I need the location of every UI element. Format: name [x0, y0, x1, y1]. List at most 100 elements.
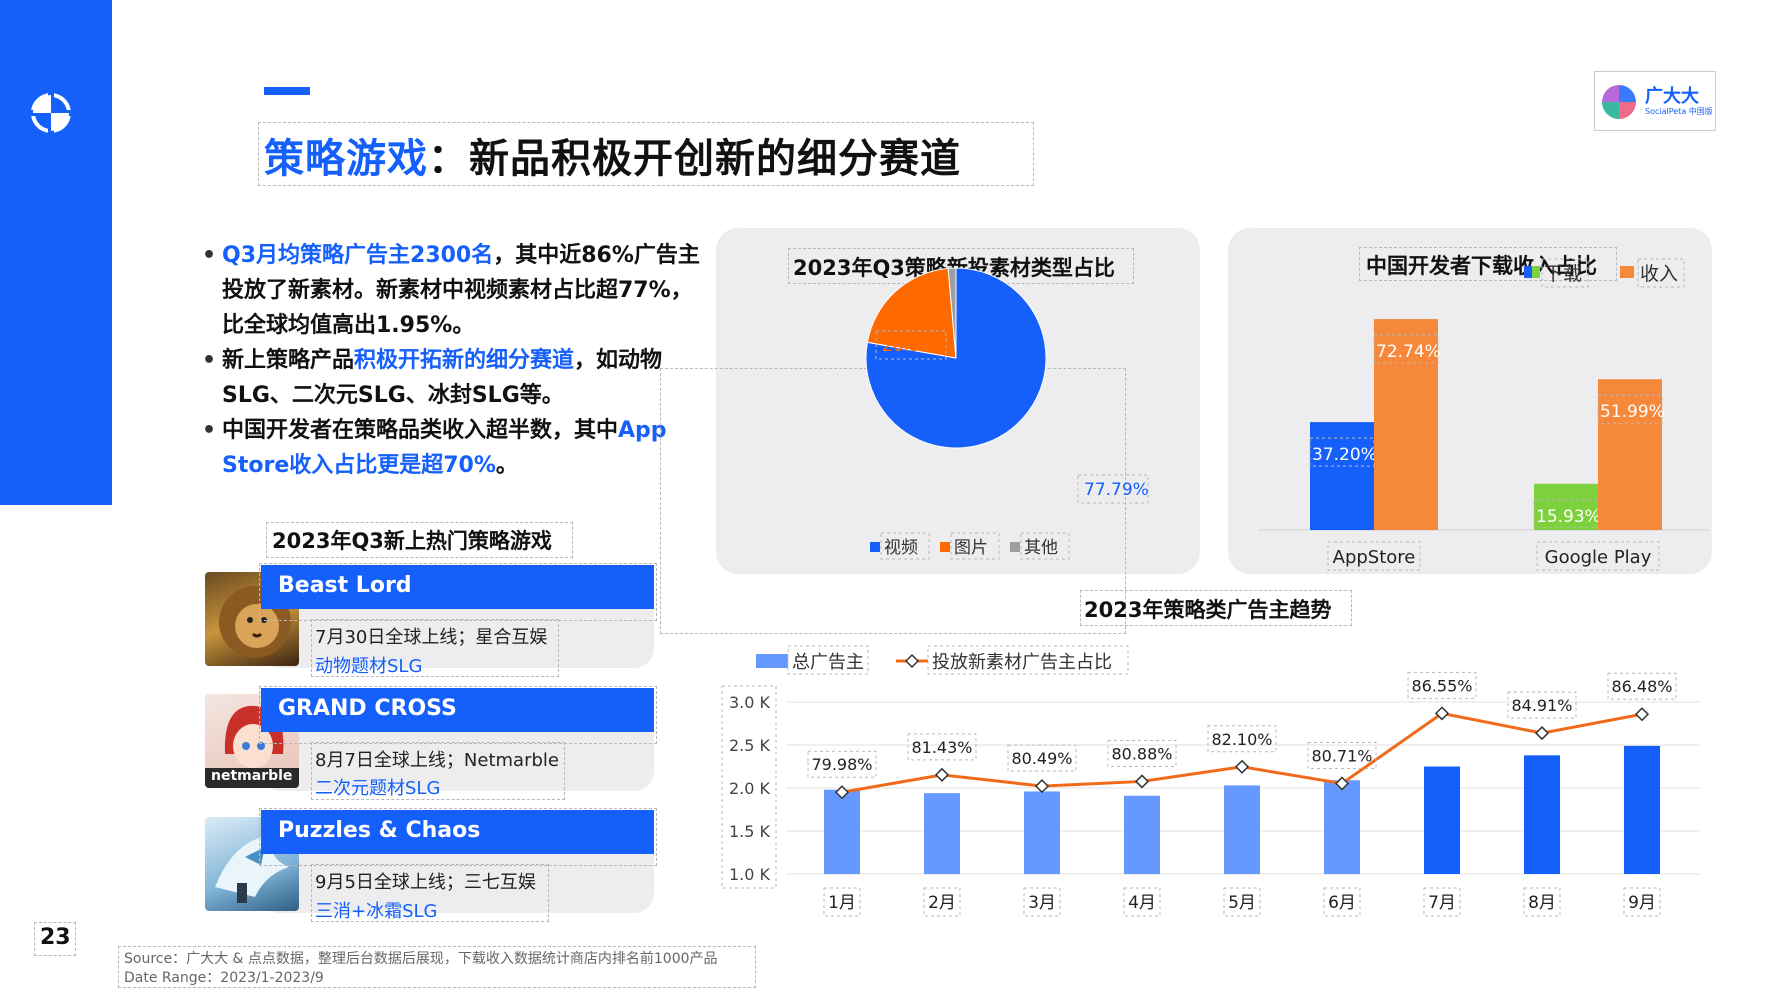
legend-swatch	[940, 542, 950, 552]
line-data-label: 80.71%	[1311, 746, 1372, 765]
source-line: Source：广大大 & 点点数据，整理后台数据后展现，下载收入数据统计商店内排…	[124, 951, 718, 967]
title-accent-dash	[264, 87, 310, 95]
line-data-label: 81.43%	[911, 738, 972, 757]
game-name: GRAND CROSS	[278, 696, 457, 721]
trend-chart-title: 2023年策略类广告主趋势	[1084, 598, 1332, 622]
page-number: 23	[40, 925, 71, 950]
game-launch-info: 9月5日全球上线；三七互娱	[315, 872, 536, 893]
data-label-frame	[807, 750, 877, 778]
data-label-frame	[907, 733, 977, 761]
page-title: 策略游戏：新品积极开创新的细分赛道	[264, 136, 961, 182]
legend-swatch	[1010, 542, 1020, 552]
data-label-frame	[1107, 739, 1177, 767]
trend-chart: 3.0 K 2.5 K 2.0 K 1.5 K 1.0 K 1月 2月 3月 4月 5月 6月 7月 8…	[721, 645, 1700, 917]
game-title-bar	[261, 810, 654, 854]
pie-slice	[866, 267, 957, 359]
bar	[1024, 791, 1060, 874]
bar	[1310, 422, 1374, 530]
x-tick-frame	[1423, 887, 1461, 917]
game-genre-tag: 三消+冰霜SLG	[315, 901, 438, 922]
x-tick-label: 7月	[1428, 893, 1456, 913]
x-tick-label: 4月	[1128, 893, 1156, 913]
x-tick-label: 8月	[1528, 893, 1556, 913]
legend-label: 总广告主	[792, 652, 864, 673]
bar	[1534, 483, 1598, 530]
x-tick-frame	[923, 887, 961, 917]
data-label-frame	[1307, 741, 1377, 769]
x-tick-label: 9月	[1628, 893, 1656, 913]
x-tick-frame	[1023, 887, 1061, 917]
pie-data-label: 77.79%	[1084, 480, 1149, 500]
x-tick-frame	[1323, 887, 1361, 917]
x-tick-frame	[1523, 887, 1561, 917]
publisher-watermark: netmarble	[211, 768, 293, 784]
line-data-label: 80.88%	[1111, 744, 1172, 763]
line-marker	[1134, 774, 1150, 789]
source-note: Source：广大大 & 点点数据，整理后台数据后展现，下载收入数据统计商店内排…	[124, 950, 718, 988]
pie-slice	[947, 267, 957, 359]
dev-share-chart: 37.20% 72.74% AppStore 15.93% 51.99% Google P…	[1258, 258, 1710, 571]
date-range-line: Date Range：2023/1-2023/9	[124, 970, 324, 986]
y-tick-label: 2.0 K	[729, 779, 771, 798]
x-tick-label: 2月	[928, 893, 956, 913]
key-points: • Q3月均策略广告主2300名，其中近86%广告主投放了新素材。新素材中视频素材…	[202, 238, 712, 483]
bullet-point: • 新上策略产品积极开拓新的细分赛道，如动物SLG、二次元SLG、冰封SLG等。	[202, 343, 712, 413]
bar-data-label: 37.20%	[1312, 445, 1377, 465]
brand-subtitle: SocialPeta 中国版	[1645, 107, 1713, 116]
line-marker	[834, 785, 850, 800]
bar	[1374, 319, 1438, 530]
game-genre-tag: 二次元题材SLG	[315, 778, 441, 799]
line-marker	[1434, 706, 1450, 721]
bullet-point: • 中国开发者在策略品类收入超半数，其中App Store收入占比更是超70%。	[202, 413, 712, 483]
pie-data-label: 20.82%	[882, 336, 947, 356]
x-tick-label: 5月	[1228, 893, 1256, 913]
game-title-bar	[261, 688, 654, 732]
trend-title-frame	[1080, 590, 1352, 626]
category-label: Google Play	[1545, 547, 1652, 568]
game-title-frame	[259, 563, 657, 621]
x-tick-label: 1月	[828, 893, 856, 913]
bar	[1224, 785, 1260, 874]
x-tick-label: 3月	[1028, 893, 1056, 913]
bar	[924, 793, 960, 874]
legend-frame	[950, 532, 1000, 560]
game-title-frame	[259, 686, 657, 744]
bullet-dot: •	[202, 348, 217, 373]
lion-icon	[205, 572, 299, 666]
legend-label: 投放新素材广告主占比	[932, 652, 1112, 673]
line-data-label: 86.55%	[1411, 676, 1472, 695]
y-axis-frame	[721, 685, 777, 889]
bar-data-label: 15.93%	[1536, 507, 1601, 527]
legend-label: 收入	[1640, 263, 1678, 285]
line-data-label: 82.10%	[1211, 730, 1272, 749]
bullet-highlight: App Store收入占比更是超70%	[222, 418, 667, 478]
bar-data-label: 51.99%	[1600, 402, 1665, 422]
games-heading-frame	[266, 522, 573, 558]
game-desc-frame	[311, 864, 549, 922]
game-desc-frame	[311, 619, 559, 677]
bar	[1524, 755, 1560, 874]
legend-swatch	[1532, 266, 1540, 278]
legend-frame	[1541, 258, 1589, 288]
game-title-frame	[259, 808, 657, 866]
bullet-text: 中国开发者在策略品类收入超半数，其中	[222, 418, 619, 443]
legend-frame	[880, 532, 930, 560]
game-launch-info: 8月7日全球上线；Netmarble	[315, 750, 559, 771]
game-desc-frame	[311, 742, 565, 800]
legend-swatch	[756, 654, 788, 668]
game-name: Beast Lord	[278, 573, 412, 598]
y-tick-label: 1.0 K	[729, 865, 771, 884]
company-logo-icon	[31, 93, 71, 133]
bar	[1424, 766, 1460, 874]
game-name: Puzzles & Chaos	[278, 818, 481, 843]
category-label-frame	[1536, 541, 1660, 571]
game-genre-tag: 动物题材SLG	[315, 656, 423, 677]
left-accent-bar	[0, 0, 112, 505]
category-label: AppStore	[1333, 547, 1416, 568]
bullet-text: ，其中近86%广告主投放了新素材。新素材中视频素材占比超77%，比全球均值高出1…	[222, 243, 700, 338]
bullet-dot: •	[202, 243, 217, 268]
data-label-frame	[1077, 474, 1149, 504]
title-frame	[258, 122, 1034, 186]
x-tick-frame	[823, 887, 861, 917]
brand-pie-icon	[1602, 85, 1636, 119]
